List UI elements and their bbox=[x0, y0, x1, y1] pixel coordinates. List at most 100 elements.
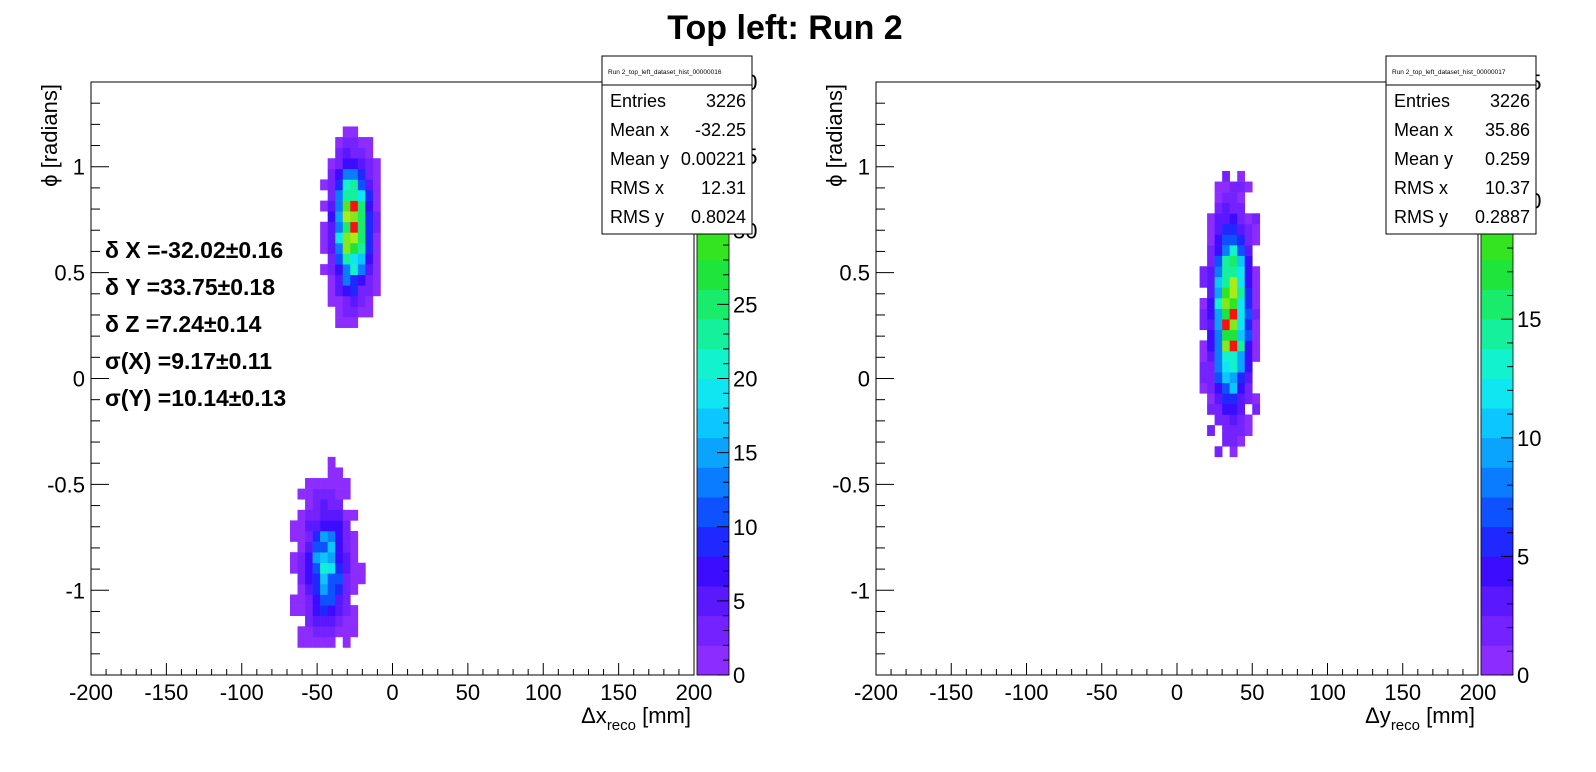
palette-bin bbox=[1481, 586, 1513, 617]
heatmap-bin bbox=[335, 594, 344, 606]
heatmap-bin bbox=[1229, 329, 1238, 341]
heatmap-bin bbox=[289, 605, 298, 616]
heatmap-bin bbox=[350, 509, 359, 521]
stats-row-label: Entries bbox=[610, 91, 666, 111]
heatmap-bin bbox=[342, 488, 351, 500]
x-tick-label: -200 bbox=[854, 680, 898, 705]
heatmap-bin bbox=[1207, 393, 1215, 405]
heatmap-bin bbox=[365, 253, 374, 265]
heatmap-bin bbox=[1222, 340, 1230, 352]
fit-annotation: σ(Y) =10.14±0.13 bbox=[105, 385, 286, 411]
palette-bin bbox=[1481, 645, 1513, 676]
heatmap-bin bbox=[350, 190, 359, 201]
heatmap-bin bbox=[1244, 361, 1253, 373]
heatmap-bin bbox=[1237, 266, 1246, 278]
heatmap-bin bbox=[342, 253, 351, 265]
y-tick-label: 0 bbox=[73, 367, 85, 392]
heatmap-bin bbox=[1244, 350, 1253, 362]
heatmap-bin bbox=[1207, 298, 1215, 309]
y-axis-label: ϕ [radians] bbox=[37, 84, 62, 187]
heatmap-bin bbox=[1244, 340, 1253, 352]
x-tick-label: 50 bbox=[456, 680, 480, 705]
heatmap-bin bbox=[357, 306, 366, 318]
heatmap-bin bbox=[335, 499, 344, 511]
heatmap-bin bbox=[335, 552, 344, 564]
heatmap-bin bbox=[1229, 266, 1238, 278]
heatmap-bin bbox=[1222, 350, 1230, 362]
x-tick-label: 150 bbox=[600, 680, 637, 705]
x-tick-label: 0 bbox=[386, 680, 398, 705]
heatmap-bin bbox=[327, 552, 336, 564]
heatmap-bin bbox=[350, 211, 359, 223]
heatmap-bin bbox=[372, 158, 381, 170]
heatmap-bin bbox=[342, 478, 351, 489]
heatmap-bin bbox=[327, 467, 336, 479]
heatmap-bin bbox=[350, 137, 359, 148]
heatmap-bin bbox=[1207, 319, 1215, 331]
stats-row-value: 10.37 bbox=[1485, 178, 1530, 198]
heatmap-bin bbox=[1237, 393, 1246, 405]
x-tick-label: -50 bbox=[301, 680, 333, 705]
heatmap-bin bbox=[312, 509, 321, 521]
heatmap-bin bbox=[365, 285, 374, 297]
heatmap-bin bbox=[327, 295, 336, 307]
heatmap-bin bbox=[312, 541, 321, 553]
heatmap-bin bbox=[1252, 266, 1261, 278]
heatmap-bin bbox=[305, 499, 313, 511]
palette-bin bbox=[1481, 230, 1513, 261]
plot-frame bbox=[90, 81, 695, 676]
heatmap-bin bbox=[320, 499, 328, 511]
heatmap-bin bbox=[1252, 213, 1261, 225]
heatmap-bin bbox=[1252, 319, 1261, 331]
heatmap-bin bbox=[357, 137, 366, 148]
heatmap-bin bbox=[1229, 298, 1238, 309]
heatmap-bin bbox=[342, 221, 351, 233]
heatmap-bin bbox=[1207, 287, 1215, 299]
heatmap-bin bbox=[1229, 372, 1238, 384]
palette-tick-label: 5 bbox=[733, 589, 745, 614]
heatmap-bin bbox=[372, 232, 381, 244]
stats-row-label: Entries bbox=[1394, 91, 1450, 111]
heatmap-bin bbox=[1252, 350, 1261, 362]
heatmap-bin bbox=[320, 594, 328, 606]
heatmap-bin bbox=[1214, 255, 1223, 267]
heatmap-bin bbox=[327, 488, 336, 500]
stats-row-label: Mean y bbox=[610, 149, 669, 169]
heatmap-bin bbox=[1252, 393, 1261, 405]
y-tick-label: 1 bbox=[73, 155, 85, 180]
heatmap-bin bbox=[1237, 435, 1246, 447]
heatmap-bin bbox=[1229, 192, 1238, 204]
heatmap-bin bbox=[365, 179, 374, 191]
heatmap-bin bbox=[1229, 213, 1238, 225]
heatmap-bin bbox=[1222, 255, 1230, 267]
stats-row-value: 0.8024 bbox=[691, 207, 746, 227]
palette-bin bbox=[1481, 615, 1513, 646]
heatmap-bin bbox=[342, 158, 351, 170]
heatmap-bin bbox=[297, 605, 306, 616]
heatmap-bin bbox=[1222, 361, 1230, 373]
heatmap-bin bbox=[312, 615, 321, 627]
heatmap-bin bbox=[350, 168, 359, 180]
heatmap-bin bbox=[1222, 435, 1230, 447]
heatmap-bin bbox=[365, 295, 374, 307]
heatmap-bin bbox=[1252, 308, 1261, 320]
stats-row-value: -32.25 bbox=[695, 120, 746, 140]
heatmap-bin bbox=[350, 626, 359, 638]
heatmap-bin bbox=[1199, 298, 1208, 309]
heatmap-bin bbox=[335, 488, 344, 500]
heatmap-bin bbox=[312, 488, 321, 500]
heatmap-bin bbox=[327, 615, 336, 627]
heatmap-bin bbox=[342, 232, 351, 244]
stats-row-value: 35.86 bbox=[1485, 120, 1530, 140]
heatmap-bin bbox=[320, 573, 328, 585]
heatmap-bin bbox=[335, 147, 344, 159]
heatmap-bin bbox=[1207, 276, 1215, 288]
heatmap-bin bbox=[320, 583, 328, 595]
x-tick-label: 100 bbox=[525, 680, 562, 705]
heatmap-bin bbox=[1207, 350, 1215, 362]
heatmap-bin bbox=[1229, 446, 1238, 458]
heatmap-bin bbox=[327, 274, 336, 286]
x-tick-label: 200 bbox=[1460, 680, 1497, 705]
heatmap-bin bbox=[342, 168, 351, 180]
heatmap-bin bbox=[1229, 181, 1238, 193]
